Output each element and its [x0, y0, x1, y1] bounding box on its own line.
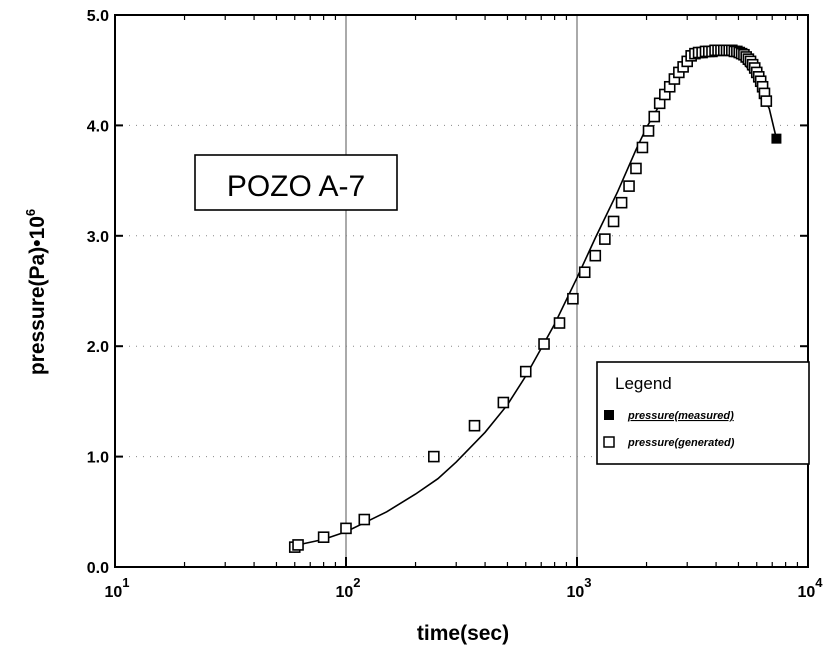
- grid-layer: [115, 15, 808, 567]
- generated-point: [567, 292, 579, 305]
- generated-point: [615, 196, 628, 209]
- legend-title: Legend: [615, 374, 672, 393]
- y-tick-label: 4.0: [87, 118, 109, 135]
- generated-point: [760, 95, 773, 107]
- generated-point: [578, 266, 591, 279]
- x-tick-label: 102: [335, 575, 360, 601]
- generated-point: [607, 215, 620, 228]
- x-tick-label: 103: [566, 575, 591, 601]
- y-axis-title-main: pressure(Pa): [26, 247, 49, 375]
- x-tick-label: 104: [797, 575, 823, 601]
- generated-point: [589, 249, 602, 262]
- x-axis-title: time(sec): [417, 622, 509, 645]
- y-tick-label: 3.0: [87, 229, 109, 246]
- generated-series: [288, 44, 773, 553]
- plot-frame: [114, 14, 809, 568]
- generated-point: [340, 522, 352, 535]
- measured-series: [293, 49, 782, 550]
- generated-point: [358, 513, 371, 526]
- y-axis-title: pressure(Pa)•106: [23, 209, 49, 375]
- legend-generated-swatch: [603, 436, 615, 448]
- y-tick-label: 5.0: [87, 8, 109, 25]
- well-label: POZO A-7: [227, 170, 365, 203]
- legend: Legend pressure(measured) pressure(gener…: [596, 361, 810, 465]
- legend-measured-swatch: [604, 410, 614, 420]
- x-tick-label: 101: [104, 575, 129, 601]
- measured-point: [771, 133, 782, 144]
- generated-point: [599, 233, 611, 245]
- axis-ticks: 0.0 1.0 2.0 3.0 4.0 5.0 101 102 103 104: [87, 8, 824, 601]
- generated-point: [428, 450, 440, 463]
- generated-point: [648, 110, 661, 123]
- generated-point: [642, 125, 655, 137]
- y-axis-title-factor: •10: [26, 216, 49, 247]
- generated-point: [623, 180, 635, 192]
- y-tick-label: 1.0: [87, 450, 109, 467]
- legend-box: [596, 361, 810, 465]
- generated-point: [553, 317, 566, 329]
- generated-point: [497, 396, 510, 409]
- generated-point: [468, 419, 481, 432]
- legend-entry-generated: pressure(generated): [627, 437, 735, 449]
- generated-point: [636, 141, 649, 154]
- generated-point: [538, 338, 550, 350]
- generated-point: [630, 162, 642, 175]
- y-axis-title-exp: 6: [23, 209, 38, 216]
- well-label-box: POZO A-7: [194, 154, 398, 211]
- y-tick-label: 0.0: [87, 560, 109, 577]
- legend-entry-measured: pressure(measured): [627, 410, 734, 422]
- generated-point: [519, 365, 532, 378]
- generated-point: [292, 539, 304, 551]
- measured-line: [297, 49, 778, 546]
- generated-point: [317, 531, 330, 543]
- y-tick-label: 2.0: [87, 339, 109, 356]
